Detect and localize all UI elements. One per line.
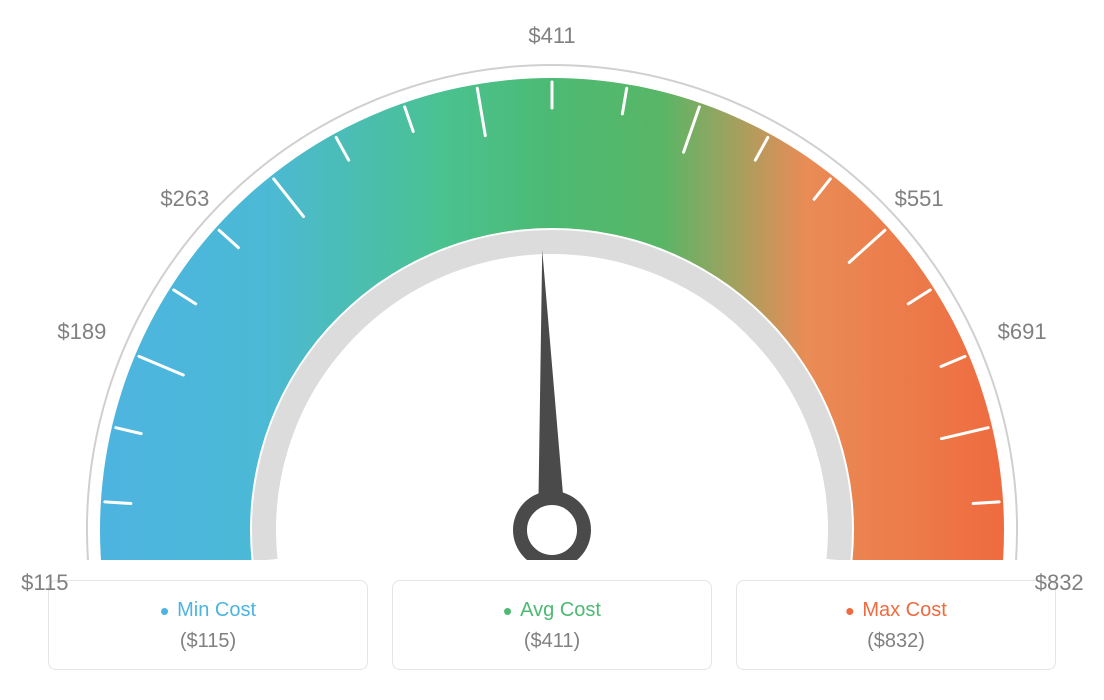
- gauge-tick-label: $551: [895, 186, 944, 212]
- cost-gauge: $115$189$263$411$551$691$832: [0, 0, 1104, 560]
- legend-min-title: Min Cost: [59, 599, 357, 622]
- gauge-tick-label: $832: [1035, 570, 1084, 596]
- legend-max-title: Max Cost: [747, 599, 1045, 622]
- gauge-tick-label: $411: [528, 23, 575, 49]
- legend-avg-value: ($411): [403, 630, 701, 653]
- gauge-svg: [0, 0, 1104, 560]
- legend: Min Cost ($115) Avg Cost ($411) Max Cost…: [0, 560, 1104, 700]
- gauge-tick-label: $115: [21, 570, 68, 596]
- legend-max-value: ($832): [747, 630, 1045, 653]
- gauge-tick-label: $691: [998, 319, 1047, 345]
- legend-card-avg: Avg Cost ($411): [392, 580, 712, 670]
- legend-card-max: Max Cost ($832): [736, 580, 1056, 670]
- gauge-tick-label: $263: [160, 186, 209, 212]
- legend-min-value: ($115): [59, 630, 357, 653]
- gauge-tick-label: $189: [57, 319, 106, 345]
- legend-avg-title: Avg Cost: [403, 599, 701, 622]
- legend-card-min: Min Cost ($115): [48, 580, 368, 670]
